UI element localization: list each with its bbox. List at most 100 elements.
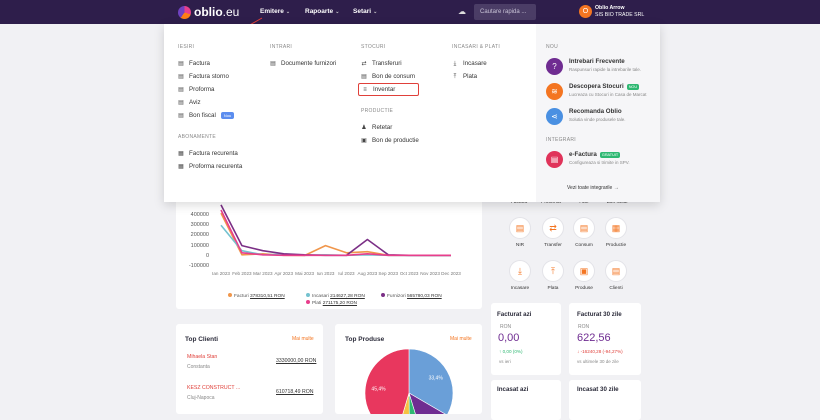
- menu-item-factura-recurenta[interactable]: ▦ Factura recurenta: [178, 150, 238, 157]
- question-icon: ?: [546, 58, 563, 75]
- new-badge: Nou: [220, 112, 235, 119]
- menu-item-bon-de-productie[interactable]: ▣ Bon de productie: [361, 137, 419, 144]
- stat-title: Incasat 30 zile: [577, 386, 619, 393]
- layers-icon: ≋: [546, 83, 563, 100]
- menu-item-factura-storno[interactable]: ▤ Factura storno: [178, 73, 229, 80]
- side-item-efactura[interactable]: ▤ e-Factura GRATUIT Configureaza si trimit…: [546, 151, 630, 168]
- quick-action-button[interactable]: ▤: [573, 217, 595, 239]
- side-item-recomanda[interactable]: ⋖ Recomanda Oblio Solutia vinde produsele…: [546, 108, 626, 125]
- iesiri-column: IESIRI ▤ Factura ▤ Factura storno ▤ Proform…: [178, 44, 242, 173]
- qa-top-label[interactable]: Aviz: [579, 200, 589, 205]
- legend-item[interactable]: Furnizori 565780,03 RON: [381, 293, 442, 299]
- quick-action-button[interactable]: ⇄: [542, 217, 564, 239]
- menu-item-transferuri[interactable]: ⇄ Transferuri: [361, 60, 402, 67]
- quick-action-label[interactable]: Productie: [605, 243, 627, 248]
- stat-facturat-azi: Facturat azi RON 0,00 ↑ 0,00 (0%) vs ier…: [491, 303, 561, 375]
- nav-rapoarte[interactable]: Rapoarte ⌄: [305, 8, 340, 15]
- column-heading: NOU: [546, 44, 559, 50]
- menu-item-incasare[interactable]: ⤓ Incasare: [453, 60, 487, 67]
- top-produse-card: Top Produse Mai multe 33,4%11,9%45,4%: [335, 324, 482, 420]
- column-heading: STOCURI: [361, 44, 386, 50]
- menu-item-aviz[interactable]: ▤ Aviz: [178, 99, 201, 106]
- stat-incasat-azi: Incasat azi: [491, 380, 561, 420]
- stat-value: 0,00: [498, 332, 520, 344]
- quick-action-label[interactable]: Produse: [575, 286, 593, 291]
- user-info[interactable]: Oblio Arrow SIS BIO TRADE SRL: [595, 5, 645, 18]
- dropdown-side-panel: NOU ? Intrebari Frecvente Raspunsuri rapi…: [536, 24, 660, 202]
- cloud-sync-icon[interactable]: ☁: [458, 7, 466, 16]
- y-tick-label: -100000: [188, 263, 209, 269]
- stat-compare: vs ieri: [499, 359, 511, 364]
- menu-item-proforma-recurenta[interactable]: ▦ Proforma recurenta: [178, 163, 243, 170]
- menu-item-plata[interactable]: ⤒ Plata: [453, 73, 478, 80]
- legend-dot-icon: [228, 293, 232, 297]
- calendar-icon: ▦: [178, 150, 184, 157]
- quick-action-button[interactable]: ▤: [509, 217, 531, 239]
- free-badge: GRATUIT: [599, 151, 621, 158]
- menu-item-factura[interactable]: ▤ Factura: [178, 60, 210, 67]
- x-tick-label: Nov 2023: [420, 271, 440, 276]
- menu-item-documente-furnizori[interactable]: ▤ Documente furnizori: [270, 60, 337, 67]
- x-tick-label: Feb 2023: [232, 271, 252, 276]
- y-tick-label: 400000: [190, 212, 209, 219]
- quick-action-button[interactable]: ⤒: [542, 260, 564, 282]
- x-tick-label: Aug 2023: [357, 271, 378, 276]
- pie-slice[interactable]: [364, 348, 410, 420]
- quick-action-label[interactable]: NIR: [515, 243, 525, 248]
- menu-item-inventar[interactable]: ≡ Inventar: [358, 83, 419, 96]
- series-line-plati: [220, 209, 451, 257]
- top-clienti-card: Top Clienti Mai multe Mihaela Stan Const…: [176, 324, 323, 414]
- column-heading: IESIRI: [178, 44, 195, 50]
- legend-item[interactable]: Facturi 378310,51 RON: [228, 293, 285, 299]
- quick-action-label[interactable]: Consum: [575, 243, 593, 248]
- top-produse-more-link[interactable]: Mai multe: [450, 336, 472, 342]
- calendar-icon: ▦: [178, 163, 184, 170]
- quick-action-button[interactable]: ⤓: [509, 260, 531, 282]
- emitere-dropdown: IESIRI ▤ Factura ▤ Factura storno ▤ Proform…: [164, 24, 660, 202]
- document-icon: ▤: [270, 60, 276, 67]
- quick-action-button[interactable]: ▦: [605, 217, 627, 239]
- avatar[interactable]: O: [579, 5, 592, 18]
- top-clienti-more-link[interactable]: Mai multe: [292, 336, 314, 342]
- column-heading: ABONAMENTE: [178, 134, 217, 140]
- side-item-stocuri[interactable]: ≋ Descopera Stocuri NOU Lucreaza cu Stocur…: [546, 83, 647, 100]
- chart-card: 400000 300000 200000 100000 0 -100000 Ian 2023…: [176, 195, 482, 309]
- client-name[interactable]: KESZ CONSTRUCT ...: [187, 385, 241, 391]
- y-tick-label: 200000: [190, 232, 209, 239]
- client-name[interactable]: Mihaela Stan: [187, 354, 218, 360]
- quick-action-label[interactable]: Incasare: [510, 286, 530, 291]
- chevron-down-icon: ⌄: [373, 8, 378, 15]
- client-amount[interactable]: 3330000,00 RON: [276, 358, 317, 364]
- document-icon: ▤: [178, 73, 184, 80]
- x-tick-label: Apr 2023: [274, 271, 294, 276]
- stat-change: ↓ -16240,28 (-94,27%): [577, 349, 623, 354]
- x-tick-label: Sep 2023: [378, 271, 399, 276]
- quick-action-label[interactable]: Clienti: [609, 286, 623, 291]
- menu-item-bon-fiscal[interactable]: ▤ Bon fiscal Nou: [178, 109, 242, 122]
- document-icon: ▤: [178, 60, 184, 67]
- menu-item-bon-de-consum[interactable]: ▤ Bon de consum: [361, 73, 415, 80]
- column-heading: INTRARI: [270, 44, 293, 50]
- nav-setari[interactable]: Setari ⌄: [353, 8, 378, 15]
- quick-action-button[interactable]: ▣: [573, 260, 595, 282]
- all-integrations-link[interactable]: Vezi toate integrarile →: [567, 185, 619, 191]
- qa-top-label[interactable]: Proforma: [541, 200, 561, 205]
- search-input[interactable]: Cautare rapida ...: [474, 4, 536, 20]
- pie-slice[interactable]: [408, 348, 454, 416]
- quick-action-label[interactable]: Plata: [547, 286, 559, 291]
- x-tick-label: Iun 2023: [316, 271, 335, 276]
- legend-item[interactable]: Plati 271175,20 RON: [306, 300, 357, 306]
- client-amount[interactable]: 610718,49 RON: [276, 389, 314, 395]
- client-city: Constanta: [187, 364, 210, 370]
- side-item-faq[interactable]: ? Intrebari Frecvente Raspunsuri rapide l…: [546, 58, 641, 75]
- menu-item-proforma[interactable]: ▤ Proforma: [178, 86, 215, 93]
- legend-item[interactable]: Incasari 214627,28 RON: [306, 293, 365, 299]
- qa-top-label[interactable]: Factura: [510, 200, 528, 205]
- quick-action-label[interactable]: Transfer: [544, 243, 562, 248]
- nav-emitere[interactable]: Emitere ⌄: [260, 8, 291, 15]
- quick-action-button[interactable]: ▤: [605, 260, 627, 282]
- menu-item-retetar[interactable]: ♟ Retetar: [361, 124, 393, 131]
- qa-top-label[interactable]: Bon fiscal: [606, 200, 628, 205]
- pie-slice-label: 33,4%: [429, 376, 444, 382]
- oblio-logo[interactable]: oblio.eu: [178, 5, 239, 19]
